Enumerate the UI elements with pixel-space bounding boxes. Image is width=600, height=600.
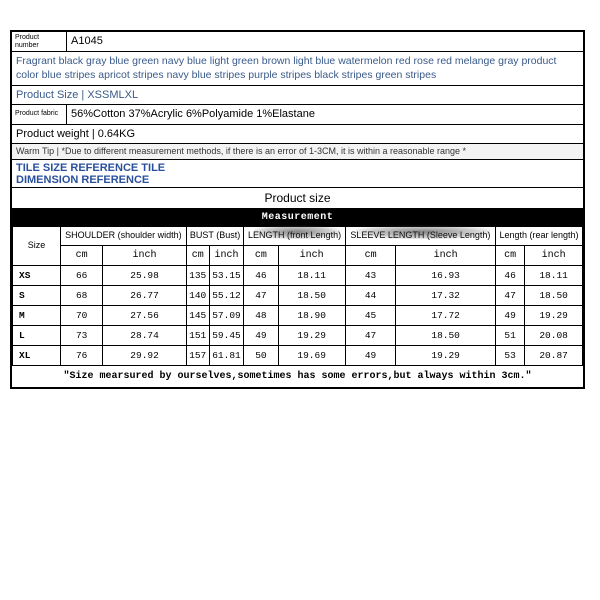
unit-cm: cm [244,245,278,265]
row-product-size: Product Size | XSSMLXL [12,86,583,105]
cell-value: 49 [495,305,524,325]
table-row: XS6625.9813553.154618.114316.934618.11 [13,265,583,285]
cell-value: 46 [244,265,278,285]
cell-value: 46 [495,265,524,285]
cell-value: 44 [345,285,396,305]
table-row: M7027.5614557.094818.904517.724919.29 [13,305,583,325]
header-bust: BUST (Bust) [186,226,244,245]
cell-value: 61.81 [209,345,244,365]
row-product-number: Product number A1045 [12,32,583,52]
cell-size: S [13,285,61,305]
cell-value: 73 [61,325,103,345]
header-length-rear: Length (rear length) [495,226,582,245]
table-row: XL7629.9215761.815019.694919.295320.87 [13,345,583,365]
header-length-front: LENGTH (front Length) [244,226,345,245]
cell-value: 151 [186,325,209,345]
label-fabric: Product fabric [12,105,67,124]
header-shoulder: SHOULDER (shoulder width) [61,226,187,245]
cell-value: 19.29 [278,325,345,345]
cell-value: 45 [345,305,396,325]
table-row: L7328.7415159.454919.294718.505120.08 [13,325,583,345]
unit-cm: cm [345,245,396,265]
measurement-bar: Measurement [12,209,583,226]
cell-value: 135 [186,265,209,285]
cell-value: 49 [345,345,396,365]
unit-inch: inch [278,245,345,265]
label-product-number: Product number [12,32,67,51]
value-fabric: 56%Cotton 37%Acrylic 6%Polyamide 1%Elast… [67,105,583,124]
unit-inch: inch [209,245,244,265]
cell-value: 145 [186,305,209,325]
cell-value: 140 [186,285,209,305]
cell-value: 18.11 [278,265,345,285]
cell-value: 20.08 [525,325,583,345]
row-weight: Product weight | 0.64KG [12,125,583,144]
cell-size: M [13,305,61,325]
cell-value: 19.29 [525,305,583,325]
cell-value: 50 [244,345,278,365]
cell-value: 17.32 [396,285,496,305]
cell-value: 55.12 [209,285,244,305]
cell-value: 47 [244,285,278,305]
unit-inch: inch [525,245,583,265]
cell-value: 57.09 [209,305,244,325]
cell-value: 68 [61,285,103,305]
heading-product-size: Product size [12,188,583,209]
table-header-row-units: cm inch cm inch cm inch cm inch cm inch [13,245,583,265]
table-row: S6826.7714055.124718.504417.324718.50 [13,285,583,305]
cell-value: 28.74 [103,325,186,345]
cell-value: 47 [495,285,524,305]
cell-value: 76 [61,345,103,365]
tile-ref-line1: TILE SIZE REFERENCE TILE [16,162,579,175]
measurement-footnote: "Size mearsured by ourselves,sometimes h… [12,366,583,387]
cell-value: 48 [244,305,278,325]
cell-size: XS [13,265,61,285]
unit-inch: inch [396,245,496,265]
measurement-table: Size SHOULDER (shoulder width) BUST (Bus… [12,226,583,366]
cell-value: 18.50 [278,285,345,305]
cell-value: 17.72 [396,305,496,325]
cell-value: 20.87 [525,345,583,365]
unit-inch: inch [103,245,186,265]
unit-cm: cm [495,245,524,265]
value-product-number: A1045 [67,32,583,51]
cell-size: XL [13,345,61,365]
cell-value: 51 [495,325,524,345]
cell-value: 157 [186,345,209,365]
cell-value: 47 [345,325,396,345]
table-header-row-groups: Size SHOULDER (shoulder width) BUST (Bus… [13,226,583,245]
cell-value: 18.50 [396,325,496,345]
cell-value: 18.90 [278,305,345,325]
cell-value: 49 [244,325,278,345]
product-spec-card: Product number A1045 Fragrant black gray… [10,30,585,389]
cell-value: 26.77 [103,285,186,305]
cell-value: 19.29 [396,345,496,365]
cell-value: 27.56 [103,305,186,325]
cell-value: 53 [495,345,524,365]
cell-value: 43 [345,265,396,285]
cell-value: 70 [61,305,103,325]
unit-cm: cm [186,245,209,265]
cell-value: 18.50 [525,285,583,305]
header-sleeve: SLEEVE LENGTH (Sleeve Length) [345,226,495,245]
row-fabric: Product fabric 56%Cotton 37%Acrylic 6%Po… [12,105,583,125]
cell-value: 53.15 [209,265,244,285]
cell-value: 66 [61,265,103,285]
row-tile-reference: TILE SIZE REFERENCE TILE DIMENSION REFER… [12,160,583,188]
cell-value: 19.69 [278,345,345,365]
header-size: Size [13,226,61,265]
cell-value: 59.45 [209,325,244,345]
row-colors: Fragrant black gray blue green navy blue… [12,52,583,85]
cell-value: 16.93 [396,265,496,285]
cell-size: L [13,325,61,345]
cell-value: 18.11 [525,265,583,285]
row-warm-tip: Warm Tip | *Due to different measurement… [12,144,583,160]
tile-ref-line2: DIMENSION REFERENCE [16,174,579,187]
unit-cm: cm [61,245,103,265]
cell-value: 29.92 [103,345,186,365]
cell-value: 25.98 [103,265,186,285]
